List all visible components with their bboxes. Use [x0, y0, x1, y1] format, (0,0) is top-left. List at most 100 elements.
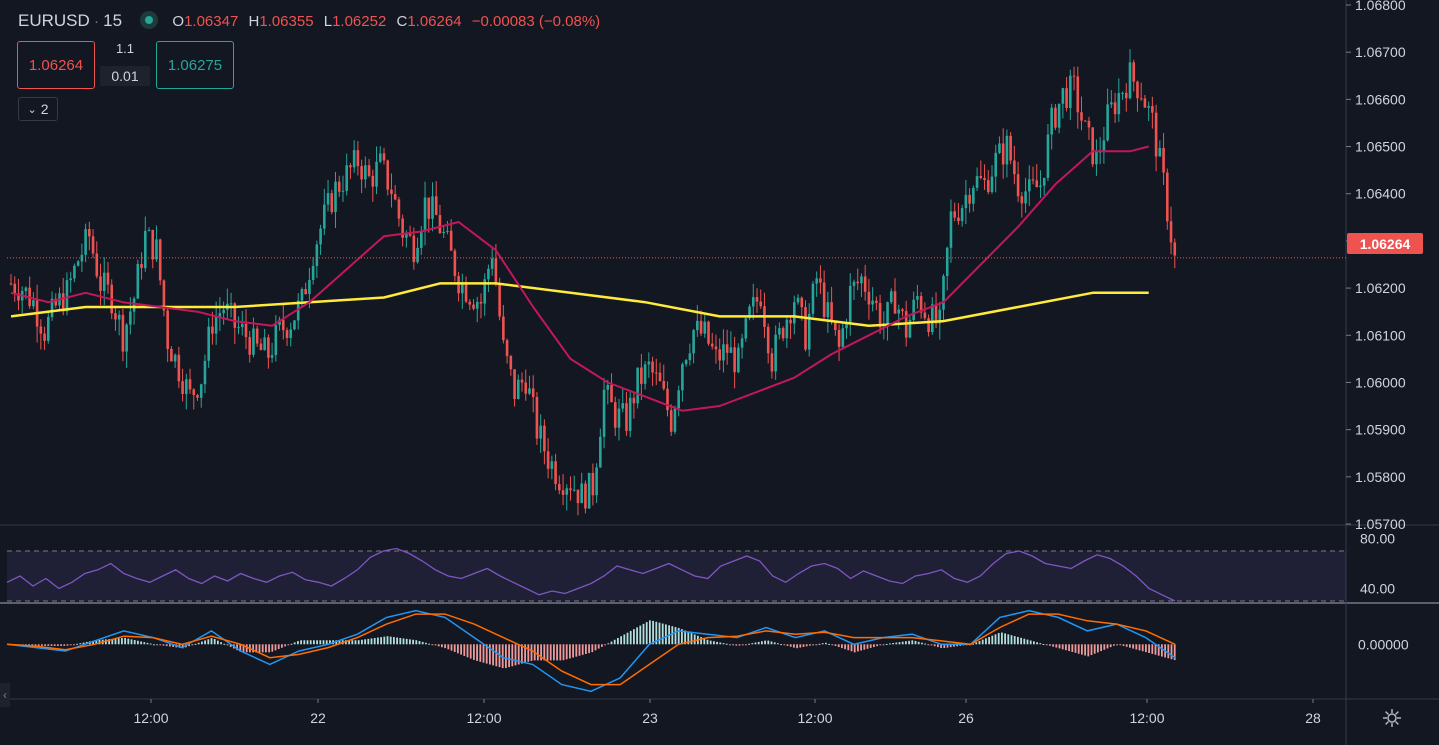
candle-body [311, 265, 315, 280]
macd-histogram-bar [841, 644, 843, 649]
candle-body [356, 150, 360, 167]
macd-histogram-bar [981, 639, 984, 645]
candle-body [453, 250, 457, 277]
macd-histogram-bar [828, 643, 830, 645]
macd-histogram-bar [482, 644, 485, 663]
candle-body [1057, 103, 1061, 128]
last-price-tag: 1.06264 [1347, 233, 1423, 254]
macd-histogram-bar [172, 644, 174, 647]
macd-histogram-bar [415, 640, 418, 645]
candle-body [621, 403, 625, 409]
rsi-axis-label: 80.00 [1360, 531, 1395, 547]
macd-histogram-bar [92, 640, 94, 645]
candle-body [524, 382, 528, 394]
sell-button[interactable]: 1.06264 [17, 41, 95, 89]
macd-histogram-bar [588, 644, 590, 654]
macd-histogram-bar [575, 644, 578, 657]
macd-histogram-bar [754, 642, 757, 645]
macd-histogram-bar [1052, 644, 1054, 647]
macd-histogram-bar [197, 642, 200, 645]
macd-histogram-bar [393, 637, 395, 645]
chevron-left-icon[interactable]: ‹ [0, 683, 10, 707]
macd-histogram-bar [95, 640, 98, 645]
indicators-toggle-button[interactable]: ⌄ 2 [18, 97, 58, 121]
candle-body [39, 326, 43, 334]
macd-histogram-bar [28, 644, 30, 646]
candle-body [84, 229, 87, 255]
ohlc-low-label: L [323, 13, 333, 30]
macd-histogram-bar [1103, 644, 1106, 650]
interval[interactable]: 15 [103, 11, 123, 30]
macd-histogram-bar [162, 644, 165, 646]
macd-histogram-bar [565, 644, 568, 660]
macd-histogram-bar [645, 622, 648, 645]
candle-body [1136, 81, 1139, 99]
macd-histogram-bar [911, 640, 914, 645]
time-axis-label: 26 [958, 710, 974, 726]
macd-histogram-bar [121, 638, 123, 645]
candle-body [304, 289, 307, 295]
macd-histogram-bar [66, 644, 69, 646]
macd-histogram-bar [297, 641, 299, 645]
macd-histogram-bar [719, 642, 722, 645]
macd-histogram-bar [613, 639, 616, 645]
macd-histogram-bar [604, 644, 606, 646]
rsi-band [7, 551, 1346, 601]
candle-body [91, 236, 95, 254]
candle-body [878, 302, 882, 328]
candle-body [352, 150, 356, 168]
symbol-name[interactable]: EURUSD [18, 11, 90, 30]
candle-body [47, 317, 50, 341]
time-axis-label: 12:00 [1129, 710, 1164, 726]
macd-histogram-bar [271, 644, 274, 652]
macd-histogram-bar [1010, 635, 1013, 645]
candle-body [9, 283, 13, 285]
candle-body [464, 282, 468, 302]
candle-body [76, 261, 80, 266]
macd-histogram-bar [169, 644, 171, 647]
candle-body [475, 301, 479, 309]
lot-size-input[interactable]: 0.01 [100, 66, 150, 86]
macd-histogram-bar [991, 635, 994, 645]
macd-histogram-bar [677, 627, 680, 645]
candle-body [378, 153, 382, 162]
candle-body [308, 279, 311, 295]
candle-body [196, 394, 199, 398]
candle-body [323, 204, 326, 229]
macd-histogram-bar [751, 643, 754, 645]
buy-button[interactable]: 1.06275 [156, 41, 234, 89]
candle-body [751, 297, 755, 307]
macd-histogram-bar [1004, 633, 1006, 645]
macd-histogram-bar [133, 640, 136, 645]
candle-body [259, 343, 263, 351]
macd-histogram-bar [191, 644, 194, 646]
macd-histogram-bar [879, 644, 882, 646]
candle-body [1069, 75, 1072, 109]
macd-histogram-bar [898, 642, 901, 645]
candle-body [349, 165, 352, 168]
candle-body [606, 384, 610, 390]
macd-histogram-bar [607, 643, 610, 645]
macd-histogram-bar [329, 640, 331, 645]
macd-histogram-bar [463, 644, 466, 656]
gear-icon[interactable] [1381, 707, 1403, 729]
macd-histogram-bar [117, 638, 120, 645]
candle-body [434, 196, 438, 216]
candle-body [95, 253, 99, 277]
candlesticks [9, 49, 1177, 516]
candle-body [513, 369, 516, 400]
macd-axis-label: 0.00000 [1358, 636, 1409, 652]
macd-histogram-bar [1097, 644, 1099, 653]
macd-histogram-bar [1167, 644, 1170, 659]
candle-body [1117, 93, 1121, 115]
macd-histogram-bar [1106, 644, 1109, 649]
candle-body [707, 321, 710, 344]
macd-histogram-bar [313, 640, 315, 645]
macd-histogram-bar [581, 644, 584, 655]
macd-histogram-bar [114, 638, 117, 645]
macd-histogram-bar [325, 640, 328, 645]
candle-body [199, 384, 203, 398]
candle-body [147, 229, 151, 231]
macd-histogram-bar [143, 642, 146, 645]
